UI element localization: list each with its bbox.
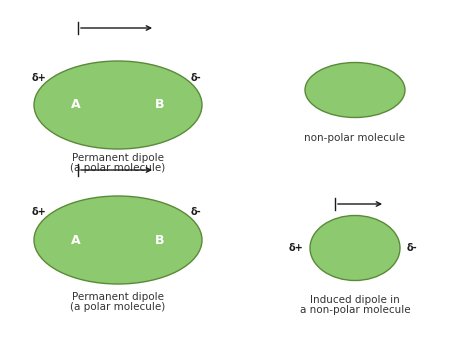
Text: A: A xyxy=(71,99,81,112)
Ellipse shape xyxy=(34,196,202,284)
Text: (a polar molecule): (a polar molecule) xyxy=(70,302,165,312)
Ellipse shape xyxy=(310,216,400,280)
Text: B: B xyxy=(155,99,165,112)
Text: A: A xyxy=(71,234,81,246)
Text: δ-: δ- xyxy=(191,207,201,217)
Ellipse shape xyxy=(305,62,405,118)
Text: δ-: δ- xyxy=(407,243,418,253)
Text: non-polar molecule: non-polar molecule xyxy=(304,133,405,143)
Text: B: B xyxy=(155,234,165,246)
Text: Permanent dipole: Permanent dipole xyxy=(72,292,164,302)
Text: δ+: δ+ xyxy=(288,243,303,253)
Text: δ+: δ+ xyxy=(32,73,47,83)
Text: Induced dipole in: Induced dipole in xyxy=(310,295,400,305)
Text: a non-polar molecule: a non-polar molecule xyxy=(300,305,410,315)
Text: δ+: δ+ xyxy=(32,207,47,217)
Text: Permanent dipole: Permanent dipole xyxy=(72,153,164,163)
Text: δ-: δ- xyxy=(191,73,201,83)
Ellipse shape xyxy=(34,61,202,149)
Text: (a polar molecule): (a polar molecule) xyxy=(70,163,165,173)
